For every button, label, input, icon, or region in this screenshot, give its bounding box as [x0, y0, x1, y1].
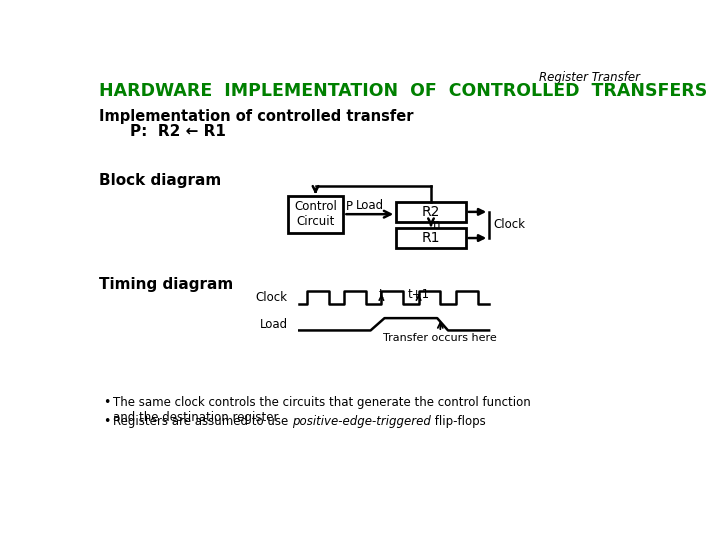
Text: •: •	[104, 415, 111, 428]
Text: The same clock controls the circuits that generate the control function
and the : The same clock controls the circuits tha…	[113, 396, 531, 424]
Text: t+1: t+1	[408, 288, 430, 301]
Bar	[396, 202, 466, 222]
Text: t: t	[379, 288, 384, 301]
Text: Load: Load	[356, 199, 384, 212]
Text: flip-flops: flip-flops	[431, 415, 486, 428]
Text: Control
Circuit: Control Circuit	[294, 200, 337, 228]
Text: Implementation of controlled transfer: Implementation of controlled transfer	[99, 110, 414, 124]
Text: R1: R1	[422, 231, 440, 245]
Text: Clock: Clock	[256, 291, 287, 304]
Text: Load: Load	[259, 318, 287, 331]
Text: positive-edge-triggered: positive-edge-triggered	[292, 415, 431, 428]
Text: n: n	[433, 219, 441, 232]
Text: R2: R2	[422, 205, 440, 219]
Text: P:  R2 ← R1: P: R2 ← R1	[130, 124, 226, 139]
Text: HARDWARE  IMPLEMENTATION  OF  CONTROLLED  TRANSFERS: HARDWARE IMPLEMENTATION OF CONTROLLED TR…	[99, 82, 708, 100]
Text: •: •	[104, 396, 111, 409]
Text: Block diagram: Block diagram	[99, 173, 222, 187]
Bar	[287, 195, 343, 233]
Text: Registers are assumed to use: Registers are assumed to use	[113, 415, 292, 428]
Text: Transfer occurs here: Transfer occurs here	[384, 333, 498, 343]
Text: Clock: Clock	[494, 219, 526, 232]
Bar	[396, 228, 466, 248]
Text: Register Transfer: Register Transfer	[539, 71, 640, 84]
Text: Timing diagram: Timing diagram	[99, 276, 233, 292]
Text: P: P	[346, 200, 353, 213]
